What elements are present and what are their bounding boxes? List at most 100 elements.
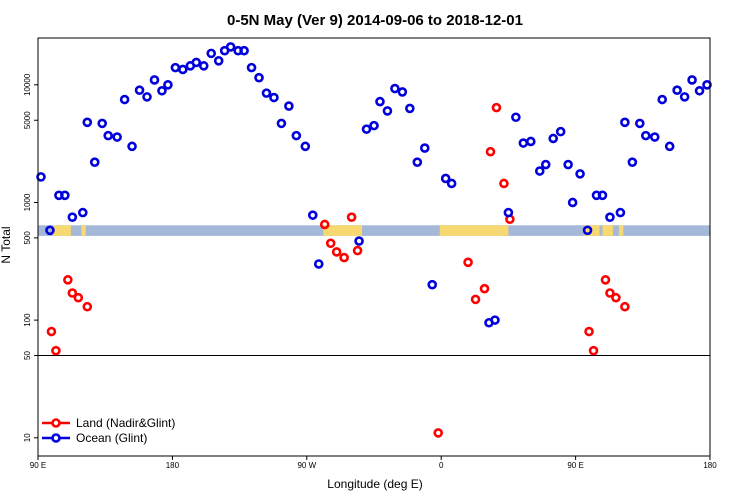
data-point: [511, 112, 521, 123]
data-point: [479, 283, 490, 294]
data-point: [615, 207, 626, 218]
data-point: [382, 106, 393, 116]
data-point: [412, 157, 423, 167]
data-point: [269, 92, 279, 103]
y-tick-label: 1000: [23, 193, 32, 211]
data-point: [78, 207, 88, 218]
data-point: [82, 117, 93, 128]
land-segment: [52, 225, 71, 236]
data-point: [620, 301, 630, 312]
data-point: [588, 345, 599, 356]
data-points: [36, 42, 712, 438]
data-point: [213, 56, 224, 66]
data-point: [97, 118, 108, 129]
data-point: [664, 141, 675, 152]
x-tick-label: 90 W: [297, 461, 316, 470]
data-point: [503, 207, 514, 218]
data-point: [649, 132, 660, 142]
x-tick-label: 180: [703, 461, 717, 470]
y-tick-label: 10000: [23, 73, 32, 96]
data-point: [63, 275, 73, 285]
data-point: [687, 75, 697, 85]
land-band: [38, 225, 710, 236]
legend-swatch-marker: [51, 433, 61, 443]
y-tick-label: 500: [23, 231, 32, 245]
ocean-band: [38, 225, 710, 236]
land-segment: [618, 225, 624, 236]
data-point: [518, 138, 529, 148]
data-point: [611, 292, 621, 303]
data-point: [597, 190, 608, 201]
data-point: [119, 94, 130, 105]
data-point: [555, 126, 566, 137]
data-point: [525, 136, 536, 147]
data-point: [433, 428, 444, 438]
legend-entry: Ocean (Glint): [76, 431, 147, 445]
data-point: [702, 80, 712, 90]
data-point: [427, 279, 438, 290]
data-point: [89, 157, 100, 167]
plot-frame: [37, 37, 711, 457]
data-point: [239, 45, 249, 56]
data-point: [605, 288, 615, 298]
land-segment: [439, 225, 509, 236]
data-point: [499, 178, 509, 189]
x-tick-label: 0: [439, 461, 444, 470]
data-point: [627, 157, 638, 167]
data-point: [540, 159, 551, 170]
data-point: [390, 83, 400, 94]
data-point: [170, 62, 181, 73]
data-point: [369, 120, 379, 131]
y-tick-label: 50: [23, 351, 32, 360]
y-tick-label: 10: [23, 433, 32, 442]
x-tick-label: 180: [166, 461, 180, 470]
data-point: [640, 130, 651, 141]
data-point: [319, 219, 330, 230]
data-point: [142, 92, 152, 102]
data-point: [134, 85, 145, 96]
y-tick-label: 100: [23, 313, 32, 327]
data-point: [198, 61, 209, 71]
data-point: [82, 301, 93, 312]
data-point: [276, 118, 287, 129]
data-point: [419, 143, 430, 153]
data-point: [575, 169, 585, 179]
data-point: [36, 172, 46, 182]
data-point: [657, 94, 668, 105]
data-point: [352, 245, 363, 256]
data-point: [112, 132, 122, 142]
data-point: [254, 72, 264, 83]
legend-entry: Land (Nadir&Glint): [76, 416, 175, 430]
data-point: [51, 345, 61, 356]
data-point: [361, 124, 372, 134]
legend-swatch-marker: [51, 418, 61, 428]
data-point: [446, 178, 457, 189]
data-point: [206, 48, 217, 59]
data-point: [397, 87, 408, 97]
data-point: [127, 141, 137, 152]
data-point: [672, 85, 682, 96]
data-point: [60, 190, 70, 201]
data-point: [67, 212, 78, 222]
data-point: [149, 75, 160, 85]
data-point: [620, 117, 630, 128]
data-point: [157, 85, 167, 96]
x-tick-label: 90 E: [30, 461, 46, 470]
x-tick-label: 90 E: [567, 461, 583, 470]
data-point: [405, 103, 415, 114]
land-segment: [81, 225, 86, 236]
y-axis-ticks: 10 50 100 500 1000 5000 10000: [23, 73, 38, 442]
chart-title: 0-5N May (Ver 9) 2014-09-06 to 2018-12-0…: [227, 12, 523, 29]
data-point: [567, 197, 578, 208]
data-point: [485, 146, 496, 157]
data-point: [45, 225, 55, 236]
data-point: [463, 257, 473, 268]
data-point: [470, 294, 481, 305]
data-point: [307, 210, 318, 220]
data-point: [300, 141, 311, 152]
data-point: [600, 275, 611, 285]
x-axis-label: Longitude (deg E): [327, 477, 422, 491]
land-segment: [323, 225, 363, 236]
data-point: [313, 259, 324, 269]
data-point: [679, 92, 690, 102]
